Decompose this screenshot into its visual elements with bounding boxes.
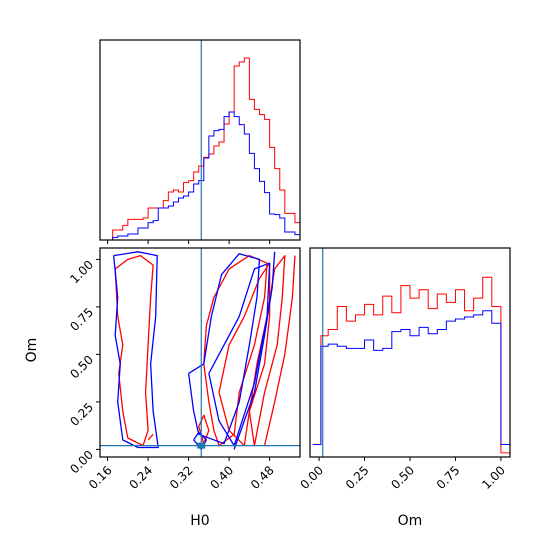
contour-blue-2 (208, 262, 271, 447)
hist-Om-frame (309, 247, 511, 458)
hist-Om-x-tick-label-1: 0.25 (343, 463, 372, 492)
x-axis-label-H0: H0 (190, 513, 209, 529)
hist-Om-x-tick-label-3: 0.75 (434, 463, 463, 492)
contour-x-tick-label-3: 0.40 (207, 463, 236, 492)
hist-H0-red-series (107, 57, 300, 241)
hist-Om-x-tick-label-0: 0.00 (297, 463, 326, 492)
contour-blue-1 (187, 253, 261, 445)
contour-red-0 (114, 254, 154, 447)
contour-red-3 (248, 254, 286, 446)
hist-Om-x-tick-label-2: 0.50 (388, 463, 417, 492)
contour-y-tick-label-3: 0.75 (67, 305, 96, 334)
contour-y-tick-label-0: 0.00 (67, 448, 96, 477)
hist-Om-x-tick-label-4: 1.00 (479, 463, 508, 492)
contour-x-tick-label-2: 0.32 (167, 463, 196, 492)
contour-red-6 (147, 433, 154, 441)
contour-blue-3 (233, 251, 276, 450)
hist-H0-frame (99, 39, 301, 241)
contour-x-tick-label-4: 0.48 (248, 463, 277, 492)
contour-red-5 (198, 414, 210, 445)
contour-blue-0 (113, 251, 159, 449)
contour-y-tick-label-4: 1.00 (67, 258, 96, 287)
truth-marker (197, 442, 206, 449)
contour-y-tick-label-2: 0.50 (67, 353, 96, 382)
x-axis-label-Om: Om (398, 513, 423, 529)
hist-Om-panel: 0.00 0.25 0.50 0.75 1.00 (297, 247, 511, 492)
contour-x-tick-label-1: 0.24 (126, 463, 155, 492)
contour-x-tick-label-0: 0.16 (86, 463, 115, 492)
contour-frame (99, 247, 301, 458)
contour-red-4 (263, 255, 296, 446)
hist-Om-blue-series (312, 310, 510, 445)
y-axis-label-Om: Om (24, 338, 40, 363)
hist-H0-panel (99, 39, 301, 244)
contour-red-1 (203, 254, 268, 447)
hist-H0-blue-series (107, 111, 300, 241)
hist-Om-red-series (312, 276, 510, 454)
contour-H0-Om-panel: 0.16 0.24 0.32 0.40 0.48 0.00 0.25 0.50 0.75 1.00 (67, 247, 301, 492)
contour-y-tick-label-1: 0.25 (67, 400, 96, 429)
contour-red-2 (218, 262, 271, 447)
